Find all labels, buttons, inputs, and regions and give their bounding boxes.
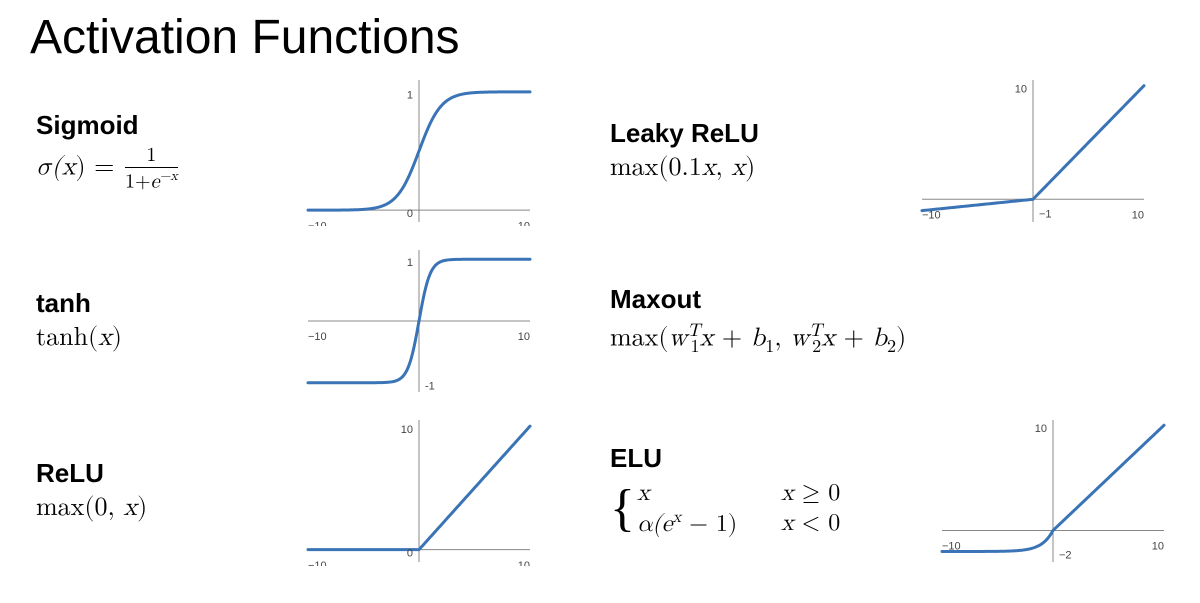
relu-name: ReLU [36, 458, 296, 489]
svg-text:10: 10 [1152, 541, 1164, 553]
right-column: Leaky ReLU max(0.1x, x) −10 10 −1 10 Maxout… [604, 71, 1170, 571]
sigmoid-plot: −10 10 0 1 [304, 76, 534, 226]
relu-text: ReLU max(0, x) [30, 458, 296, 524]
svg-text:10: 10 [401, 424, 413, 436]
leaky-text: Leaky ReLU max(0.1x, x) [604, 118, 910, 184]
svg-text:10: 10 [1015, 84, 1027, 96]
leaky-name: Leaky ReLU [610, 118, 910, 149]
svg-text:−10: −10 [308, 560, 327, 566]
piecewise: { x x ≥ 0 α(ex − 1) x < 0 [610, 478, 840, 539]
fraction: 11+e−x [123, 145, 180, 193]
svg-text:10: 10 [1132, 209, 1144, 221]
svg-text:−10: −10 [942, 541, 961, 553]
svg-text:10: 10 [1035, 423, 1047, 435]
sigmoid-name: Sigmoid [36, 110, 296, 141]
row-sigmoid: Sigmoid σ(x) = 11+e−x −10 10 0 1 [30, 71, 584, 231]
svg-text:10: 10 [518, 220, 530, 226]
tanh-name: tanh [36, 288, 296, 319]
left-brace-icon: { [610, 483, 635, 535]
svg-text:0: 0 [407, 548, 413, 560]
row-maxout: Maxout max(wT1x + b1, wT2x + b2) [604, 241, 1170, 401]
svg-text:−10: −10 [308, 331, 327, 343]
slide: Activation Functions Sigmoid σ(x) = 11+e… [0, 0, 1200, 603]
content-columns: Sigmoid σ(x) = 11+e−x −101001 tanh tanh(… [30, 71, 1170, 571]
elu-plot: −10 10 −2 10 [938, 416, 1168, 566]
row-elu: ELU { x x ≥ 0 α(ex − 1) [604, 411, 1170, 571]
page-title: Activation Functions [30, 10, 1170, 65]
tanh-plot: −10 10 -1 1 [304, 246, 534, 396]
maxout-formula: max(wT1x + b1, wT2x + b2) [610, 319, 1170, 358]
svg-text:−10: −10 [922, 209, 941, 221]
left-column: Sigmoid σ(x) = 11+e−x −101001 tanh tanh(… [30, 71, 584, 571]
leaky-plot: −10 10 −1 10 [918, 76, 1148, 226]
svg-text:1: 1 [407, 90, 413, 102]
row-relu: ReLU max(0, x) −10 10 0 10 [30, 411, 584, 571]
svg-text:-1: -1 [425, 381, 435, 393]
svg-text:10: 10 [518, 560, 530, 566]
relu-plot: −10 10 0 10 [304, 416, 534, 566]
sigmoid-text: Sigmoid σ(x) = 11+e−x [30, 110, 296, 193]
elu-name: ELU [610, 443, 930, 474]
tanh-text: tanh tanh(x) [30, 288, 296, 354]
maxout-text: Maxout max(wT1x + b1, wT2x + b2) [604, 284, 1170, 358]
leaky-formula: max(0.1x, x) [610, 153, 910, 184]
svg-text:−2: −2 [1059, 549, 1072, 561]
sigmoid-formula: σ(x) = 11+e−x [36, 145, 296, 193]
svg-text:10: 10 [518, 331, 530, 343]
svg-text:1: 1 [407, 257, 413, 269]
row-leaky: Leaky ReLU max(0.1x, x) −10 10 −1 10 [604, 71, 1170, 231]
elu-formula: { x x ≥ 0 α(ex − 1) x < 0 [610, 478, 930, 539]
svg-text:−10: −10 [308, 220, 327, 226]
row-tanh: tanh tanh(x) −10 10 -1 1 [30, 241, 584, 401]
maxout-name: Maxout [610, 284, 1170, 315]
tanh-formula: tanh(x) [36, 323, 296, 354]
svg-text:−1: −1 [1039, 209, 1052, 221]
relu-formula: max(0, x) [36, 493, 296, 524]
elu-text: ELU { x x ≥ 0 α(ex − 1) [604, 443, 930, 539]
svg-text:0: 0 [407, 208, 413, 220]
